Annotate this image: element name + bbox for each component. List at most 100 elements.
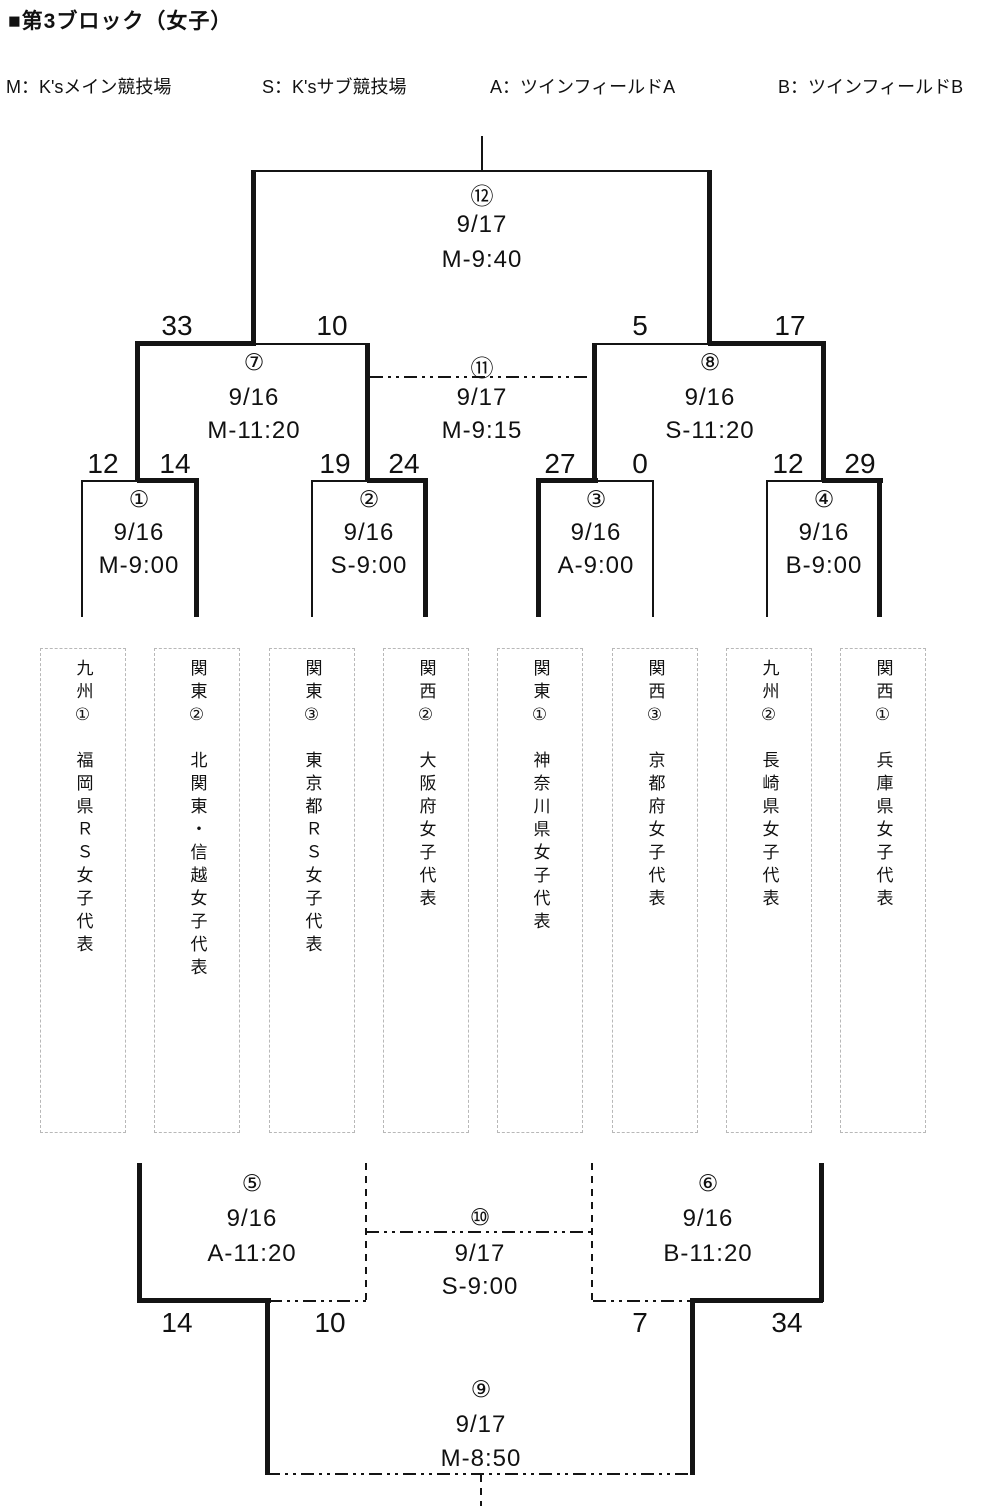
- match7-venue: M-11:20: [207, 417, 301, 444]
- match11-date: 9/17: [456, 384, 508, 411]
- team8-line-winner: [877, 478, 882, 617]
- match3-date: 9/16: [570, 519, 622, 546]
- legend-item-main-field: M：K'sメイン競技場: [6, 77, 172, 97]
- match4-left-score: 12: [772, 448, 804, 479]
- match2-number: ②: [358, 486, 380, 512]
- match2-left-score: 19: [319, 448, 351, 479]
- match5-right-score: 10: [314, 1307, 346, 1338]
- match1-venue: M-9:00: [98, 552, 180, 579]
- team4-line-winner: [423, 478, 428, 617]
- match9-result-drop-line: [480, 1475, 482, 1506]
- match2-bar-left: [311, 480, 369, 482]
- semifinal8-left-entry-line: [592, 343, 597, 482]
- match5-winner-line: [265, 1298, 270, 1475]
- match8-number: ⑧: [699, 349, 721, 375]
- semifinal7-right-entry-line: [365, 343, 370, 482]
- legend-item-twin-b: B：ツインフィールドB: [778, 77, 964, 97]
- match9-date: 9/17: [455, 1411, 507, 1438]
- team-6-seed: 関西③: [645, 659, 665, 731]
- page-title: ■第3ブロック（女子）: [8, 10, 233, 33]
- match4-right-score: 29: [844, 448, 876, 479]
- semifinal8-bar-loser-side: [594, 343, 710, 345]
- semifinal7-bar-loser-side: [254, 343, 370, 345]
- match3-right-score: 0: [632, 448, 648, 479]
- team1-line: [81, 480, 83, 617]
- match10-date: 9/17: [454, 1240, 506, 1267]
- match1-bar-left: [81, 480, 139, 482]
- final-bar: [253, 170, 711, 172]
- match8-right-score: 17: [774, 310, 806, 341]
- team-box-1: 九州① 福岡県ＲＳ女子代表: [40, 648, 126, 1133]
- team-box-3: 関東③ 東京都ＲＳ女子代表: [269, 648, 355, 1133]
- team-6-name: 京都府女子代表: [645, 751, 665, 912]
- match12-number: ⑫: [470, 183, 494, 209]
- match4-bar-right-winner: [822, 478, 883, 483]
- match3-venue: A-9:00: [557, 552, 635, 579]
- team-1-name: 福岡県ＲＳ女子代表: [73, 751, 93, 958]
- match8-date: 9/16: [684, 384, 736, 411]
- semifinal8-right-entry-line: [821, 341, 826, 482]
- match1-right-score: 14: [159, 448, 191, 479]
- match3-bar-left-winner: [537, 478, 598, 483]
- match2-right-score: 24: [388, 448, 420, 479]
- match9-number: ⑨: [470, 1376, 492, 1402]
- match5-date: 9/16: [226, 1205, 278, 1232]
- match8-left-score: 5: [632, 310, 648, 341]
- match4-venue: B-9:00: [785, 552, 863, 579]
- team-5-name: 神奈川県女子代表: [530, 751, 550, 935]
- match3-number: ③: [585, 486, 607, 512]
- team6-line: [652, 480, 654, 617]
- match5-number: ⑤: [241, 1170, 263, 1196]
- semifinal7-left-entry-line: [135, 341, 140, 482]
- match1-number: ①: [128, 486, 150, 512]
- team-8-seed: 関西①: [873, 659, 893, 731]
- match1-bar-right-winner: [137, 478, 199, 483]
- team-3-seed: 関東③: [302, 659, 322, 731]
- match1-left-score: 12: [87, 448, 119, 479]
- match2-date: 9/16: [343, 519, 395, 546]
- champion-line: [481, 136, 483, 170]
- match7-date: 9/16: [228, 384, 280, 411]
- match6-bar-loser-side: [593, 1300, 692, 1302]
- final-right-winner-line: [707, 170, 712, 345]
- match4-number: ④: [813, 486, 835, 512]
- match9-venue: M-8:50: [440, 1445, 522, 1472]
- team-4-seed: 関西②: [416, 659, 436, 731]
- team-1-seed: 九州①: [73, 659, 93, 731]
- consolation-entry-line-loser1: [137, 1163, 142, 1302]
- team-box-4: 関西② 大阪府女子代表: [383, 648, 469, 1133]
- match5-venue: A-11:20: [207, 1240, 297, 1267]
- team-8-name: 兵庫県女子代表: [873, 751, 893, 912]
- match12-venue: M-9:40: [441, 246, 523, 273]
- match7-left-score: 33: [161, 310, 193, 341]
- team-3-name: 東京都ＲＳ女子代表: [302, 751, 322, 958]
- team-4-name: 大阪府女子代表: [416, 751, 436, 912]
- match4-bar-left: [766, 480, 824, 482]
- match3-left-score: 27: [544, 448, 576, 479]
- legend-item-twin-a: A：ツインフィールドA: [490, 77, 676, 97]
- team7-line: [766, 480, 768, 617]
- match5-bar-loser-side: [269, 1300, 367, 1302]
- match1-date: 9/16: [113, 519, 165, 546]
- match7-right-score: 10: [316, 310, 348, 341]
- match11-venue: M-9:15: [441, 417, 523, 444]
- match10-line: [366, 1231, 593, 1233]
- team-box-6: 関西③ 京都府女子代表: [612, 648, 698, 1133]
- match6-left-score: 7: [632, 1307, 648, 1338]
- match5-left-score: 14: [161, 1307, 193, 1338]
- final-left-winner-line: [251, 170, 256, 345]
- team-5-seed: 関東①: [530, 659, 550, 731]
- semifinal8-bar-winner-side: [708, 341, 826, 346]
- match10-venue: S-9:00: [441, 1273, 519, 1300]
- match6-winner-line: [690, 1298, 695, 1475]
- match6-date: 9/16: [682, 1205, 734, 1232]
- match4-date: 9/16: [798, 519, 850, 546]
- match10-number: ⑩: [469, 1204, 491, 1230]
- match8-venue: S-11:20: [665, 417, 755, 444]
- team-box-2: 関東② 北関東・信越女子代表: [154, 648, 240, 1133]
- match9-bar: [267, 1473, 695, 1475]
- match6-venue: B-11:20: [663, 1240, 753, 1267]
- match6-number: ⑥: [697, 1170, 719, 1196]
- team-7-name: 長崎県女子代表: [759, 751, 779, 912]
